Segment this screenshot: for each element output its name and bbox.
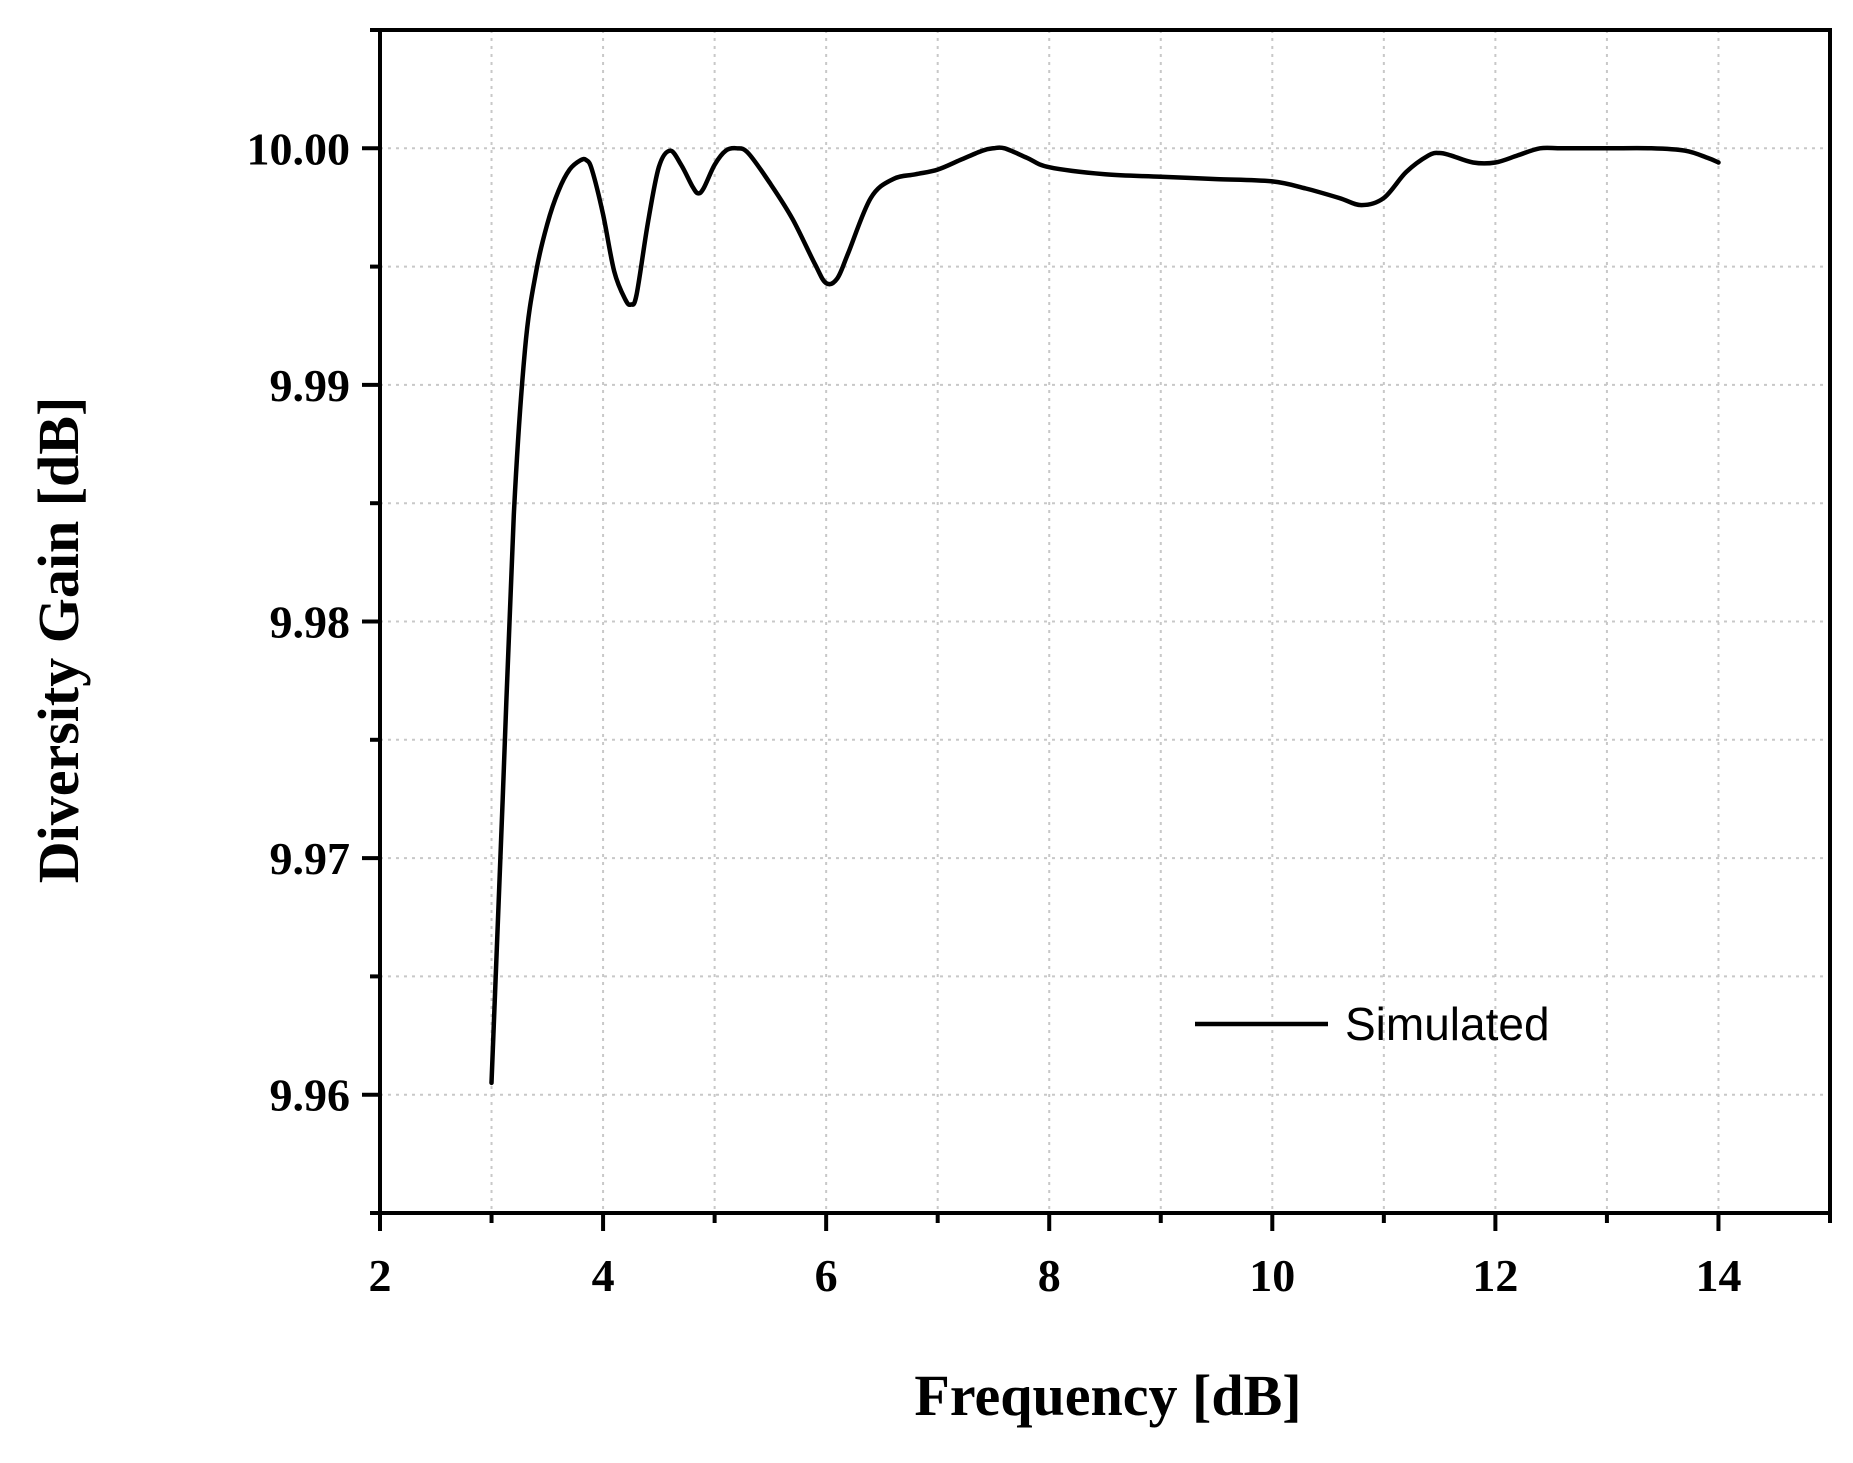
y-tick-label: 9.98 — [270, 597, 351, 648]
x-tick-label: 10 — [1249, 1250, 1295, 1301]
x-tick-label: 12 — [1472, 1250, 1518, 1301]
tick-layer — [362, 28, 1832, 1231]
series-line-simulated — [489, 145, 1721, 1086]
x-tick-label: 6 — [815, 1250, 838, 1301]
legend: Simulated — [1195, 998, 1550, 1050]
y-tick-label: 9.97 — [270, 833, 351, 884]
x-tick-label: 14 — [1695, 1250, 1741, 1301]
x-axis-title: Frequency [dB] — [914, 1363, 1301, 1428]
x-tick-label: 2 — [369, 1250, 392, 1301]
y-tick-label: 9.99 — [270, 360, 351, 411]
y-axis-title: Diversity Gain [dB] — [26, 397, 91, 884]
x-tick-label: 8 — [1038, 1250, 1061, 1301]
series-layer — [489, 145, 1721, 1086]
x-tick-label: 4 — [592, 1250, 615, 1301]
y-tick-label: 10.00 — [247, 123, 351, 174]
legend-label: Simulated — [1345, 998, 1550, 1050]
y-tick-label: 9.96 — [270, 1070, 351, 1121]
tick-label-layer: 2 4 6 8 10 12 14 9.96 9.97 9.98 9.99 10.00 — [247, 123, 1742, 1301]
grid — [380, 30, 1830, 1213]
